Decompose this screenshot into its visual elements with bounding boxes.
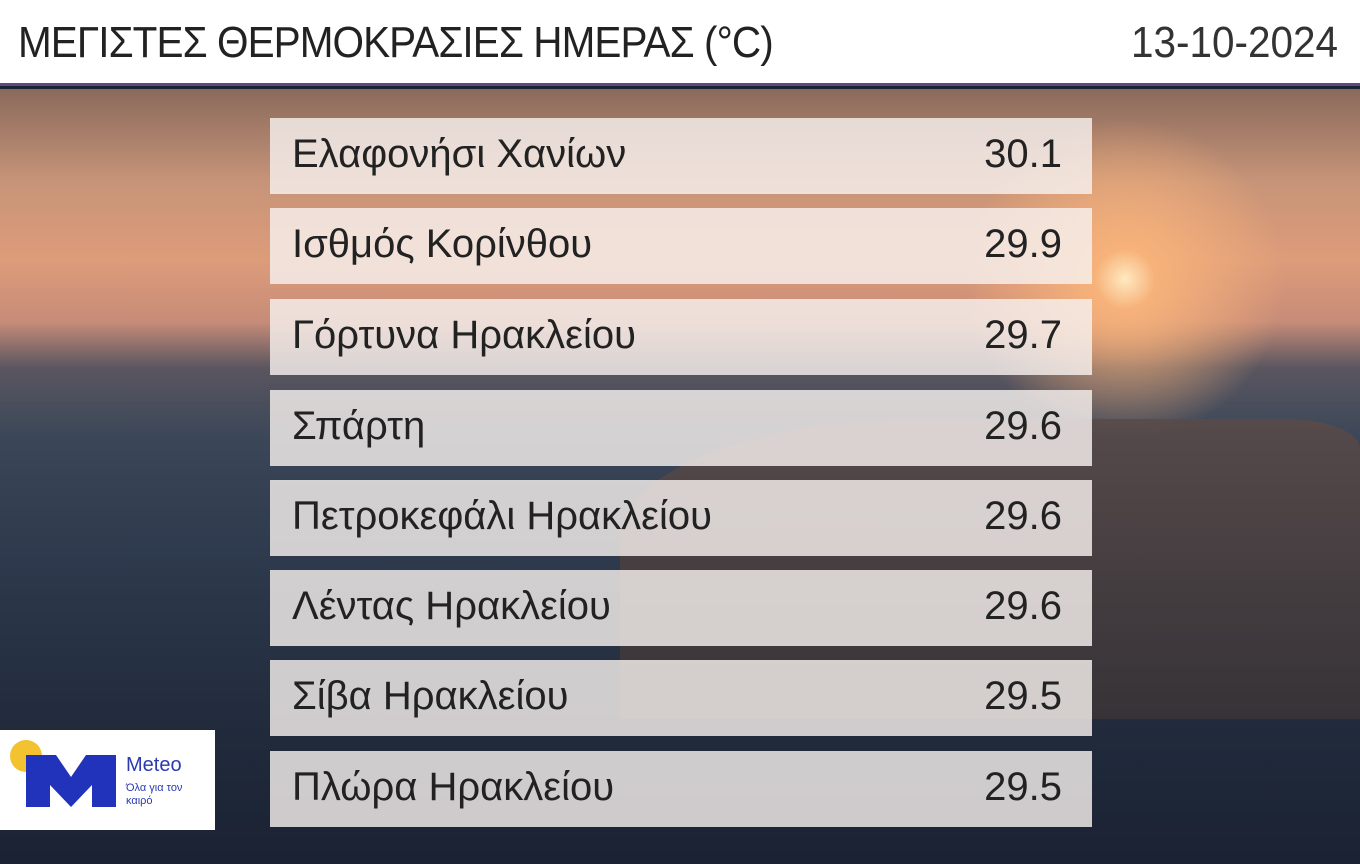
temperature-value: 29.7 (984, 313, 1062, 357)
table-row: Πλώρα Ηρακλείου 29.5 (270, 751, 1092, 827)
temperature-value: 30.1 (984, 132, 1062, 176)
temperature-value: 29.6 (984, 494, 1062, 538)
table-row: Λέντας Ηρακλείου 29.6 (270, 570, 1092, 646)
meteo-logo: Meteo Όλα για τον καιρό (0, 730, 215, 830)
logo-brand: Meteo (126, 754, 182, 776)
station-name: Σπάρτη (292, 404, 426, 448)
logo-tagline: Όλα για τον καιρό (126, 782, 183, 807)
temperature-value: 29.5 (984, 674, 1062, 718)
station-name: Λέντας Ηρακλείου (292, 584, 611, 628)
temperature-value: 29.6 (984, 584, 1062, 628)
station-name: Γόρτυνα Ηρακλείου (292, 313, 636, 357)
table-row: Σπάρτη 29.6 (270, 390, 1092, 466)
temperature-value: 29.6 (984, 404, 1062, 448)
station-name: Ισθμός Κορίνθου (292, 222, 593, 266)
station-name: Ελαφονήσι Χανίων (292, 132, 627, 176)
table-row: Γόρτυνα Ηρακλείου 29.7 (270, 299, 1092, 375)
station-name: Πετροκεφάλι Ηρακλείου (292, 494, 713, 538)
station-name: Σίβα Ηρακλείου (292, 674, 569, 718)
date-label: 13-10-2024 (1130, 18, 1338, 67)
page-title: ΜΕΓΙΣΤΕΣ ΘΕΡΜΟΚΡΑΣΙΕΣ ΗΜΕΡΑΣ (°C) (18, 18, 774, 67)
station-name: Πλώρα Ηρακλείου (292, 765, 615, 809)
table-row: Ισθμός Κορίνθου 29.9 (270, 208, 1092, 284)
table-row: Σίβα Ηρακλείου 29.5 (270, 660, 1092, 736)
temperature-value: 29.5 (984, 765, 1062, 809)
m-logo-icon (26, 755, 116, 807)
header: ΜΕΓΙΣΤΕΣ ΘΕΡΜΟΚΡΑΣΙΕΣ ΗΜΕΡΑΣ (°C) 13-10-… (0, 0, 1360, 86)
table-row: Πετροκεφάλι Ηρακλείου 29.6 (270, 480, 1092, 556)
table-row: Ελαφονήσι Χανίων 30.1 (270, 118, 1092, 194)
temperature-value: 29.9 (984, 222, 1062, 266)
